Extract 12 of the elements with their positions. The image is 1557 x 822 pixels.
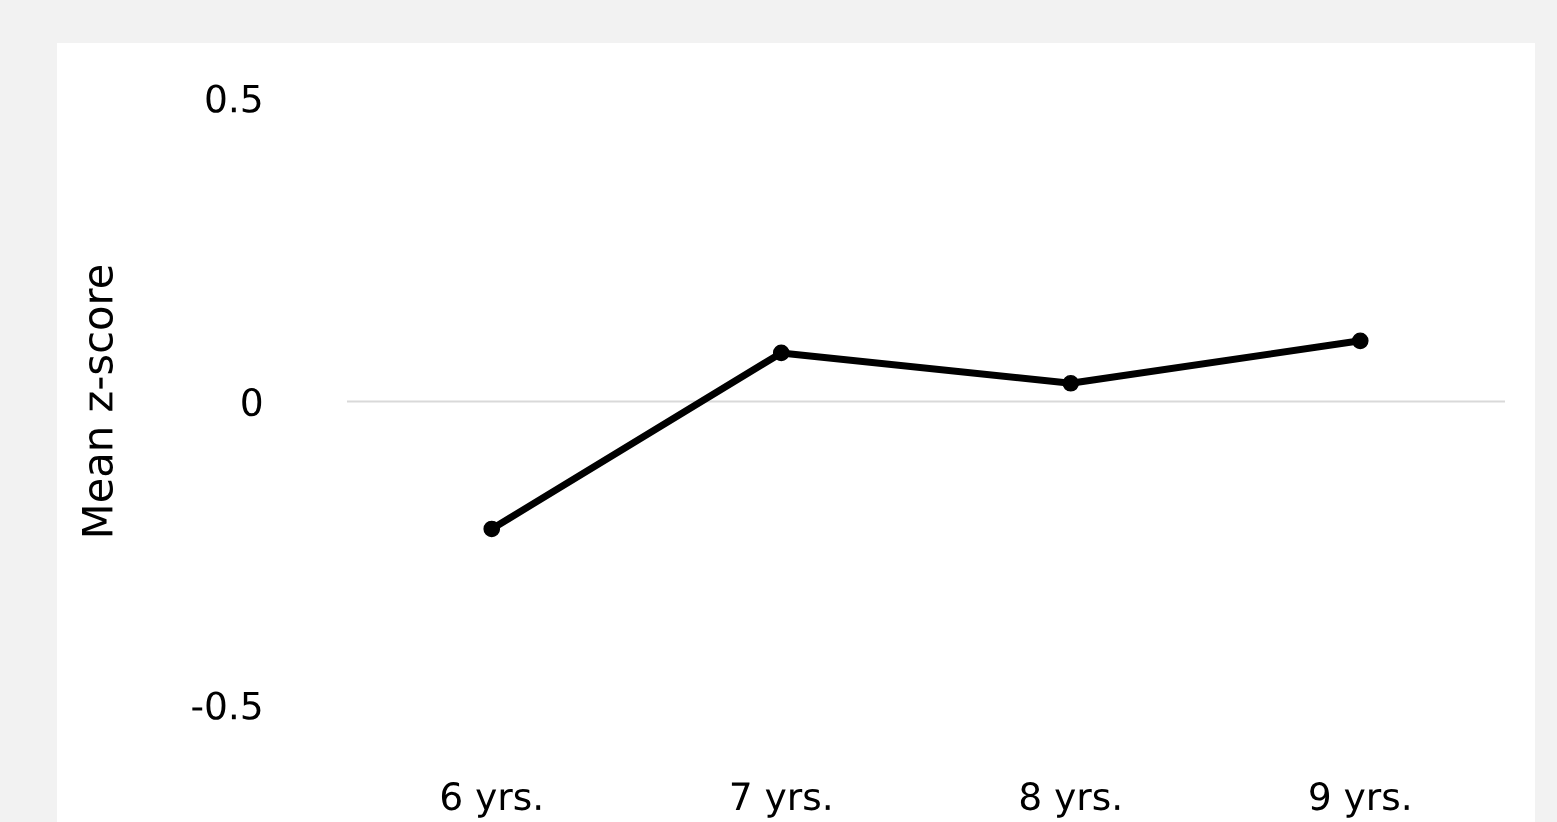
point	[772, 344, 790, 362]
y-axis-title: Mean z-score	[82, 265, 113, 536]
y-tick-label: 0.5	[206, 84, 261, 113]
point	[483, 520, 501, 538]
y-tick-label: -0.5	[192, 691, 261, 720]
x-tick-label: 9 yrs.	[1310, 782, 1409, 818]
x-tick-label: 7 yrs.	[731, 782, 830, 818]
x-tick-label: 6 yrs.	[441, 782, 541, 818]
point	[1062, 374, 1080, 392]
y-tick-label: 0	[242, 387, 262, 417]
point	[1351, 332, 1369, 350]
x-tick-label: 8 yrs.	[1020, 782, 1120, 818]
